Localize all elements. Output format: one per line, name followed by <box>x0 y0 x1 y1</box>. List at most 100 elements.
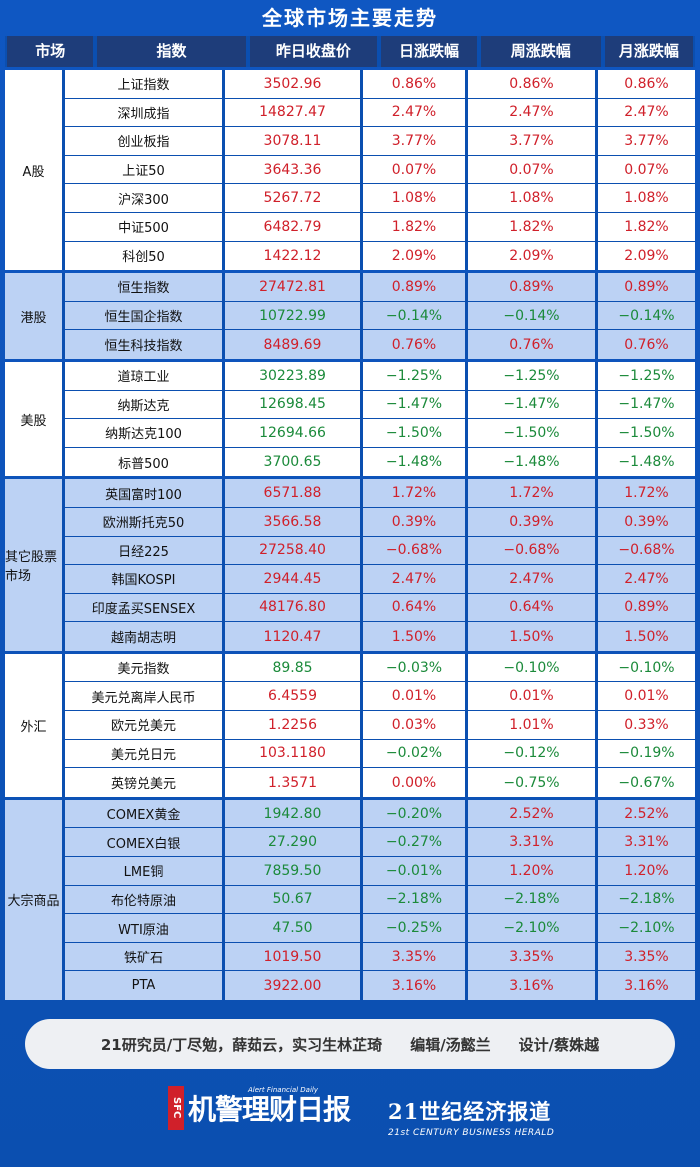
index-name-cell: 上证指数 <box>65 70 225 98</box>
month-change-cell: 1.08% <box>598 184 695 212</box>
month-change-cell: −1.47% <box>598 390 695 419</box>
day-change-cell: −0.03% <box>363 653 468 682</box>
close-price-cell: 6482.79 <box>225 212 363 241</box>
month-change-cell: −0.67% <box>598 768 695 797</box>
logo2-name: 21世纪经济报道 <box>388 1099 552 1124</box>
table-row: 上证50 3643.36 0.07% 0.07% 0.07% <box>65 155 695 185</box>
week-change-cell: 0.76% <box>468 330 598 359</box>
index-name-cell: WTI原油 <box>65 914 225 942</box>
market-group-name: 大宗商品 <box>5 799 65 1000</box>
index-name-cell: LME铜 <box>65 857 225 885</box>
index-name-cell: 创业板指 <box>65 127 225 155</box>
index-name-cell: 欧元兑美元 <box>65 711 225 739</box>
table-row: 沪深300 5267.72 1.08% 1.08% 1.08% <box>65 184 695 213</box>
index-name-cell: 铁矿石 <box>65 942 225 971</box>
close-price-cell: 1120.47 <box>225 622 363 651</box>
index-name-cell: 纳斯达克100 <box>65 419 225 447</box>
week-change-cell: 3.35% <box>468 942 598 971</box>
month-change-cell: 2.09% <box>598 241 695 271</box>
table-row: 铁矿石 1019.50 3.35% 3.35% 3.35% <box>65 942 695 972</box>
close-price-cell: 3566.58 <box>225 507 363 536</box>
close-price-cell: 6571.88 <box>225 479 363 507</box>
close-price-cell: 10722.99 <box>225 301 363 330</box>
day-change-cell: −0.14% <box>363 301 468 330</box>
close-price-cell: 7859.50 <box>225 857 363 885</box>
day-change-cell: −0.20% <box>363 799 468 828</box>
table-row: PTA 3922.00 3.16% 3.16% 3.16% <box>65 971 695 1000</box>
table-row: 恒生国企指数 10722.99 −0.14% −0.14% −0.14% <box>65 301 695 331</box>
month-change-cell: 3.77% <box>598 127 695 155</box>
day-change-cell: 0.03% <box>363 711 468 739</box>
week-change-cell: −2.10% <box>468 914 598 942</box>
week-change-cell: −0.14% <box>468 301 598 330</box>
week-change-cell: 2.47% <box>468 98 598 127</box>
close-price-cell: 50.67 <box>225 885 363 914</box>
close-price-cell: 1942.80 <box>225 799 363 828</box>
month-change-cell: 2.52% <box>598 799 695 828</box>
day-change-cell: 1.50% <box>363 622 468 651</box>
close-price-cell: 3922.00 <box>225 971 363 1000</box>
market-group: 大宗商品 COMEX黄金 1942.80 −0.20% 2.52% 2.52% COMEX白… <box>5 799 695 1000</box>
market-group-name: 港股 <box>5 273 65 359</box>
table-row: 欧元兑美元 1.2256 0.03% 1.01% 0.33% <box>65 711 695 740</box>
table-row: 印度孟买SENSEX 48176.80 0.64% 0.64% 0.89% <box>65 593 695 623</box>
index-name-cell: 标普500 <box>65 447 225 477</box>
market-group: 外汇 美元指数 89.85 −0.03% −0.10% −0.10% 美元兑离岸人民币 6.4… <box>5 653 695 797</box>
index-name-cell: 日经225 <box>65 536 225 565</box>
index-name-cell: 布伦特原油 <box>65 885 225 914</box>
close-price-cell: 27.290 <box>225 828 363 857</box>
day-change-cell: −1.48% <box>363 447 468 477</box>
table-row: 越南胡志明 1120.47 1.50% 1.50% 1.50% <box>65 622 695 651</box>
table-row: 上证指数 3502.96 0.86% 0.86% 0.86% <box>65 70 695 99</box>
close-price-cell: 27258.40 <box>225 536 363 565</box>
close-price-cell: 8489.69 <box>225 330 363 359</box>
day-change-cell: −0.01% <box>363 857 468 885</box>
month-change-cell: −1.50% <box>598 419 695 447</box>
index-name-cell: 英国富时100 <box>65 479 225 507</box>
week-change-cell: 1.72% <box>468 479 598 507</box>
market-group-rows: 英国富时100 6571.88 1.72% 1.72% 1.72% 欧洲斯托克50 3566… <box>65 479 695 651</box>
table-row: LME铜 7859.50 −0.01% 1.20% 1.20% <box>65 857 695 886</box>
market-table: A股 上证指数 3502.96 0.86% 0.86% 0.86% 深圳成指 14827.47… <box>5 70 695 1003</box>
day-change-cell: 3.16% <box>363 971 468 1000</box>
day-change-cell: 3.77% <box>363 127 468 155</box>
table-row: COMEX白银 27.290 −0.27% 3.31% 3.31% <box>65 828 695 858</box>
week-change-cell: −1.47% <box>468 390 598 419</box>
close-price-cell: 2944.45 <box>225 565 363 593</box>
close-price-cell: 1422.12 <box>225 241 363 271</box>
index-name-cell: 恒生指数 <box>65 273 225 301</box>
month-change-cell: −2.10% <box>598 914 695 942</box>
month-change-cell: −0.68% <box>598 536 695 565</box>
month-change-cell: 3.35% <box>598 942 695 971</box>
market-group-name: 其它股票市场 <box>5 479 65 651</box>
close-price-cell: 103.1180 <box>225 739 363 768</box>
market-group: 美股 道琼工业 30223.89 −1.25% −1.25% −1.25% 纳斯达克 1269… <box>5 361 695 477</box>
table-header: 市场 指数 昨日收盘价 日涨跌幅 周涨跌幅 月涨跌幅 <box>5 36 695 67</box>
day-change-cell: 0.76% <box>363 330 468 359</box>
table-row: 欧洲斯托克50 3566.58 0.39% 0.39% 0.39% <box>65 507 695 537</box>
day-change-cell: −1.25% <box>363 361 468 390</box>
table-row: 标普500 3700.65 −1.48% −1.48% −1.48% <box>65 447 695 477</box>
month-change-cell: −1.48% <box>598 447 695 477</box>
week-change-cell: 0.86% <box>468 70 598 98</box>
close-price-cell: 14827.47 <box>225 98 363 127</box>
close-price-cell: 1.2256 <box>225 711 363 739</box>
table-row: 英国富时100 6571.88 1.72% 1.72% 1.72% <box>65 479 695 508</box>
day-change-cell: −2.18% <box>363 885 468 914</box>
week-change-cell: 1.20% <box>468 857 598 885</box>
business-herald-logo: 21世纪经济报道 21st CENTURY BUSINESS HERALD <box>388 1096 554 1138</box>
month-change-cell: 0.39% <box>598 507 695 536</box>
week-change-cell: 0.89% <box>468 273 598 301</box>
week-change-cell: 3.77% <box>468 127 598 155</box>
day-change-cell: 0.64% <box>363 593 468 622</box>
index-name-cell: 道琼工业 <box>65 361 225 390</box>
week-change-cell: 2.47% <box>468 565 598 593</box>
logo1-name: 机警理财日报 <box>188 1093 351 1126</box>
index-name-cell: 科创50 <box>65 241 225 271</box>
alert-financial-daily-logo: SFC 机警理财日报 Alert Financial Daily <box>168 1086 351 1130</box>
close-price-cell: 27472.81 <box>225 273 363 301</box>
week-change-cell: 0.01% <box>468 682 598 711</box>
index-name-cell: 越南胡志明 <box>65 622 225 651</box>
close-price-cell: 3078.11 <box>225 127 363 155</box>
